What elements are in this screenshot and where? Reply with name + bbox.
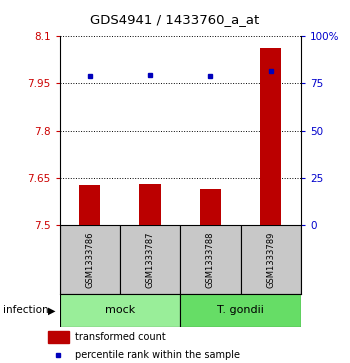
Text: GSM1333786: GSM1333786 [85,231,94,288]
Bar [79,185,100,225]
Bar [200,189,221,225]
Bar [60,294,180,327]
Text: GSM1333788: GSM1333788 [206,231,215,288]
Text: T. gondii: T. gondii [217,305,264,315]
Bar [260,48,281,225]
Bar [180,225,241,294]
Bar [241,225,301,294]
Bar [60,225,120,294]
Text: GDS4941 / 1433760_a_at: GDS4941 / 1433760_a_at [90,13,260,26]
Text: mock: mock [105,305,135,315]
Text: infection: infection [4,305,49,315]
Bar [48,331,69,343]
Text: GSM1333787: GSM1333787 [146,231,155,288]
Text: GSM1333789: GSM1333789 [266,231,275,288]
Bar [140,184,161,225]
Bar [120,225,180,294]
Bar [180,294,301,327]
Text: transformed count: transformed count [75,332,166,342]
Text: ▶: ▶ [48,305,56,315]
Text: percentile rank within the sample: percentile rank within the sample [75,350,240,360]
